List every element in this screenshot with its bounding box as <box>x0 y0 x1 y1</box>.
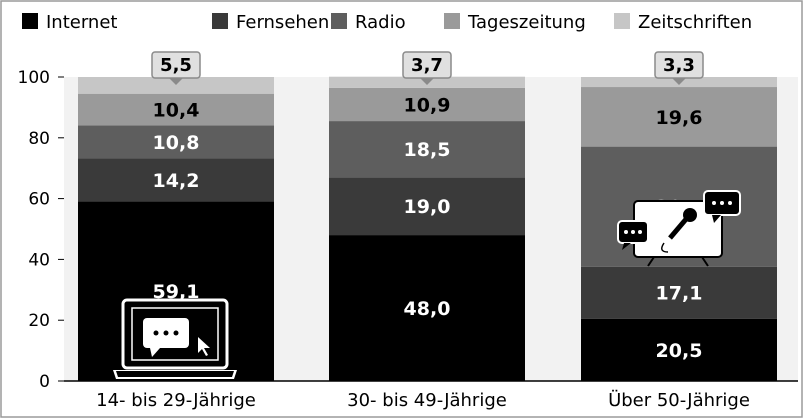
y-tick-label: 60 <box>28 190 50 210</box>
bar-segment <box>78 77 274 94</box>
laptop-chat-icon <box>113 298 237 379</box>
data-label: 20,5 <box>656 340 703 362</box>
y-tick-label: 20 <box>28 311 50 331</box>
y-tick-label: 100 <box>18 68 50 88</box>
value-callout-pointer <box>672 78 686 85</box>
data-label: 48,0 <box>404 298 451 320</box>
x-tick-label: Über 50-Jährige <box>608 389 750 411</box>
legend-swatch <box>212 13 228 29</box>
x-tick-label: 14- bis 29-Jährige <box>96 390 256 411</box>
bar-segment <box>581 266 777 319</box>
legend-label: Fernsehen <box>236 12 329 33</box>
bar-segment <box>581 87 777 147</box>
bar-segment <box>329 177 525 236</box>
data-label: 19,6 <box>656 107 703 129</box>
legend-swatch <box>331 13 347 29</box>
legend-swatch <box>614 13 630 29</box>
y-tick-label: 80 <box>28 129 50 149</box>
value-callout-pointer <box>169 78 183 85</box>
microphone-chat-icon <box>617 190 741 267</box>
legend-label: Radio <box>355 12 406 33</box>
legend-label: Tageszeitung <box>467 12 586 33</box>
data-label: 3,7 <box>411 55 443 76</box>
legend-swatch <box>22 13 38 29</box>
axes: 0 20 40 60 80 100 14- bis 29-Jährige 30- bis 49… <box>18 68 798 411</box>
data-label: 59,1 <box>153 281 200 303</box>
data-label: 5,5 <box>160 55 192 76</box>
y-tick-label: 40 <box>28 250 50 270</box>
bar-segment <box>329 87 525 122</box>
bar-segment <box>78 93 274 126</box>
bar-segment <box>78 158 274 202</box>
bars: 59,1 14,2 10,8 10,4 5,5 48,0 19,0 18,5 10,9 3,7 20… <box>78 51 777 381</box>
data-label: 10,9 <box>404 95 451 117</box>
value-callout-pointer <box>420 78 434 85</box>
icons <box>113 190 741 379</box>
data-label: 19,0 <box>404 196 451 218</box>
bar-segment <box>581 318 777 381</box>
legend: Internet Fernsehen Radio Tageszeitung Zeitsc… <box>22 12 752 33</box>
data-label: 10,8 <box>153 132 200 154</box>
data-label: 18,5 <box>404 139 451 161</box>
data-label: 17,1 <box>656 283 703 305</box>
legend-swatch <box>444 13 460 29</box>
bar-segment <box>329 121 525 178</box>
bar-segment <box>78 125 274 159</box>
data-label: 10,4 <box>153 100 200 122</box>
bar-segment <box>329 235 525 381</box>
legend-label: Internet <box>46 12 117 33</box>
data-label: 14,2 <box>153 170 200 192</box>
data-label: 3,3 <box>663 55 695 76</box>
x-tick-label: 30- bis 49-Jährige <box>347 390 507 411</box>
y-tick-label: 0 <box>39 372 50 392</box>
legend-label: Zeitschriften <box>638 12 752 33</box>
